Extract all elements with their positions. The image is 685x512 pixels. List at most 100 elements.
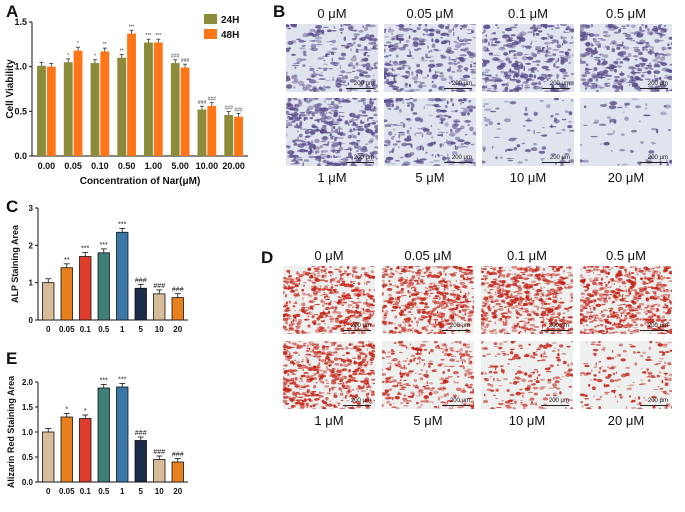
stain-spot [467,52,475,56]
stain-spot [561,128,566,132]
stain-spot [631,129,637,133]
stain-spot [583,85,587,87]
stain-spot [283,350,289,353]
stain-spot [320,87,326,92]
scale-bar [343,330,371,331]
stain-spot [422,33,425,36]
stain-spot [542,318,545,321]
stain-spot [628,288,632,291]
stain-spot [550,331,555,334]
stain-spot [412,112,418,115]
stain-spot [328,302,331,305]
stain-spot [362,313,368,314]
stain-spot [518,302,520,306]
stain-spot [559,301,565,304]
stain-spot [605,271,610,275]
stain-spot [501,316,507,318]
stain-spot [363,65,366,68]
stain-spot [331,47,338,51]
stain-spot [348,27,354,31]
stain-spot [322,113,327,117]
stain-spot [443,302,447,305]
stain-spot [410,329,413,331]
stain-spot [324,99,326,104]
stain-spot [323,60,326,62]
stain-spot [428,310,431,312]
significance-label: ### [225,106,234,112]
stain-spot [370,362,373,364]
stain-spot [655,319,662,322]
stain-spot [327,359,331,362]
significance-label: ### [181,58,190,64]
stain-spot [466,29,474,31]
stain-spot [414,306,420,308]
stain-spot [313,90,316,92]
stain-spot [522,124,526,128]
stain-spot [334,83,343,85]
stain-spot [316,356,322,358]
stain-spot [363,26,369,32]
stain-spot [632,55,639,58]
stain-spot [530,273,533,277]
stain-spot [327,162,332,165]
stain-spot [625,289,627,293]
stain-spot [398,63,402,66]
stain-spot [315,150,320,154]
stain-spot [292,314,296,317]
stain-spot [355,305,360,309]
stain-spot [453,48,459,50]
stain-spot [445,26,450,30]
stain-spot [630,266,635,268]
stain-spot [293,111,298,116]
stain-spot [366,310,373,313]
stain-spot [484,289,487,292]
stain-spot [602,35,607,37]
stain-spot [370,342,374,344]
stain-spot [359,37,363,41]
stain-spot [411,71,414,76]
stain-spot [286,126,289,129]
stain-spot [350,134,352,139]
stain-spot [597,73,601,76]
stain-spot [532,53,537,58]
stain-spot [483,105,486,108]
stain-spot [287,147,291,149]
stain-spot [321,304,325,307]
stain-spot [492,306,495,308]
stain-spot [313,273,316,277]
stain-spot [446,160,453,163]
stain-spot [430,124,433,128]
stain-spot [533,86,537,90]
stain-spot [351,118,355,123]
stain-spot [341,76,345,80]
x-tick-label: 10 [155,487,164,496]
stain-spot [294,351,298,354]
stain-spot [301,329,304,334]
stain-spot [643,309,646,311]
micrograph-image: 200 μm [384,24,476,92]
stain-spot [597,297,599,300]
stain-spot [563,55,569,60]
stain-spot [518,331,521,334]
significance-label: *** [100,378,108,385]
stain-spot [461,271,466,274]
stain-spot [471,296,474,299]
stain-spot [441,277,446,281]
stain-spot [552,274,558,277]
stain-spot [515,277,519,279]
stain-spot [311,287,317,292]
stain-spot [307,150,312,155]
stain-spot [623,107,629,108]
stain-spot [314,270,320,272]
stain-spot [314,119,318,121]
stain-spot [361,331,363,334]
stain-spot [331,39,337,44]
stain-spot [346,273,350,276]
stain-spot [448,56,451,61]
stain-spot [556,267,560,272]
significance-label: ### [172,452,184,459]
stain-spot [461,297,465,299]
stain-spot [585,63,589,67]
stain-spot [318,78,326,80]
stain-spot [352,273,355,275]
